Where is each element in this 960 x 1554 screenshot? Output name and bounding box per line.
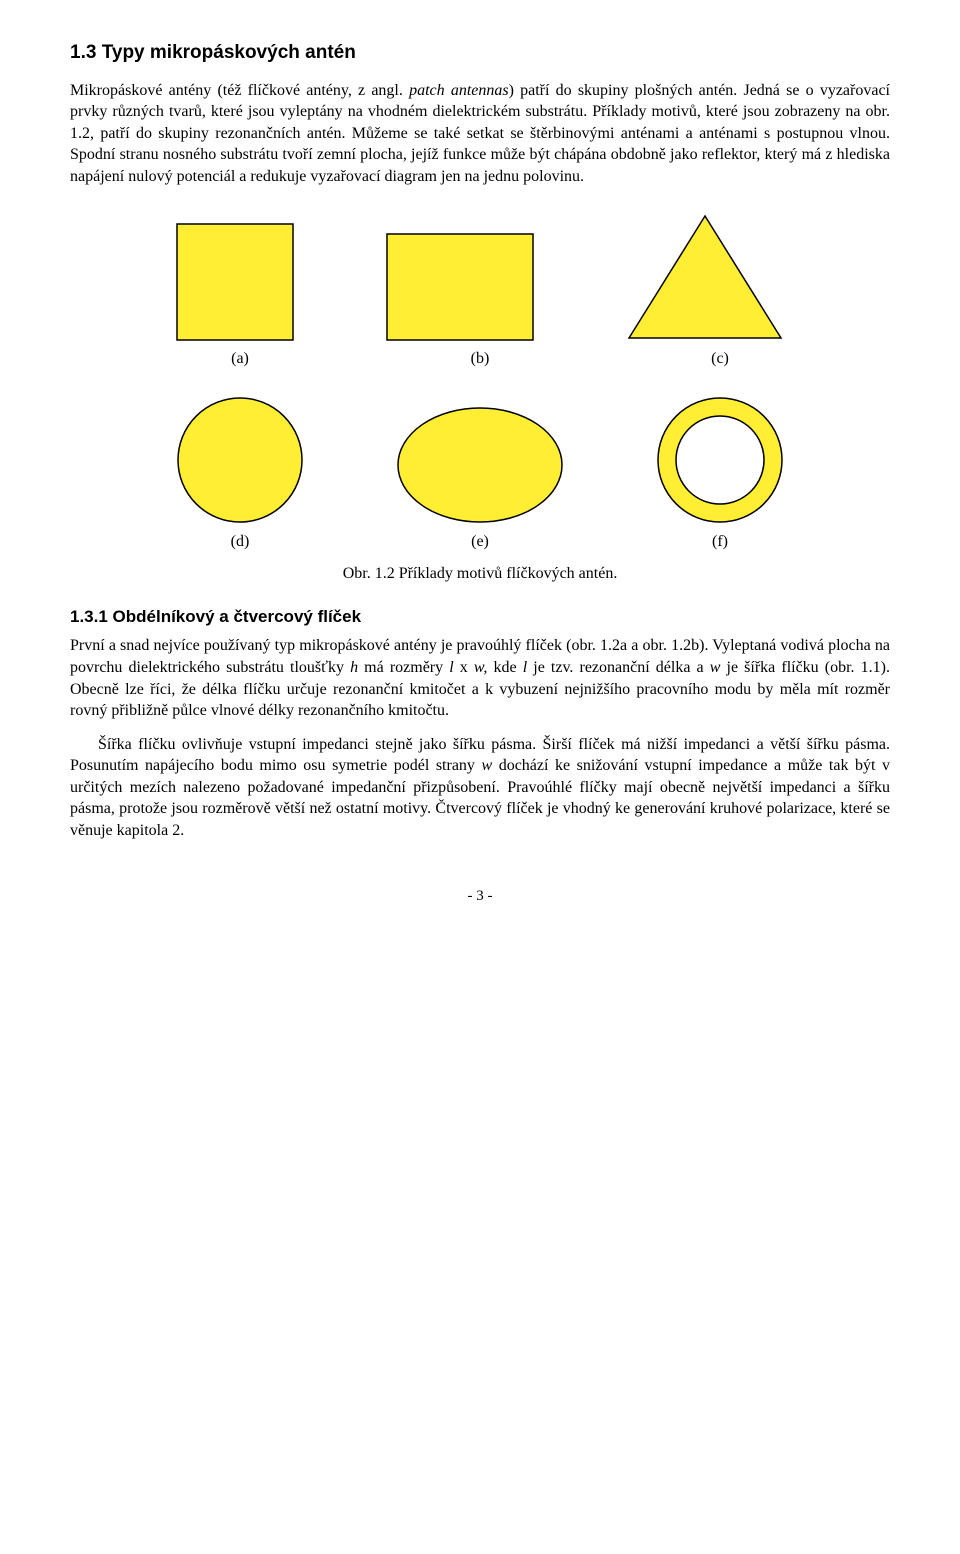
- figure-row-top: [70, 212, 890, 342]
- sp1b: má rozměry: [358, 659, 449, 676]
- section-heading: 1.3 Typy mikropáskových antén: [70, 40, 890, 66]
- label-d: (d): [165, 531, 315, 553]
- figure-1-2: (a) (b) (c) (d) (e) (f) Obr: [70, 212, 890, 585]
- label-b: (b): [405, 348, 555, 370]
- subsection-para-1: První a snad nejvíce používaný typ mikro…: [70, 635, 890, 721]
- label-e: (e): [405, 531, 555, 553]
- shape-b-rectangle: [385, 212, 535, 342]
- label-f: (f): [645, 531, 795, 553]
- shape-d-circle: [175, 395, 305, 525]
- figure-labels-bottom: (d) (e) (f): [70, 531, 890, 553]
- sp1d: je tzv. rezonanční délka a: [527, 659, 710, 676]
- section-para-1: Mikropáskové antény (též flíčkové antény…: [70, 80, 890, 188]
- sp1-w2: w: [710, 659, 721, 676]
- shape-c-triangle: [625, 212, 785, 342]
- shape-e-ellipse: [395, 395, 565, 525]
- sp1c: kde: [487, 659, 522, 676]
- label-c: (c): [645, 348, 795, 370]
- label-a: (a): [165, 348, 315, 370]
- sp1-w: w,: [474, 659, 487, 676]
- figure-labels-top: (a) (b) (c): [70, 348, 890, 370]
- figure-row-bottom: [70, 395, 890, 525]
- subsection-para-2: Šířka flíčku ovlivňuje vstupní impedanci…: [70, 734, 890, 842]
- figure-caption: Obr. 1.2 Příklady motivů flíčkových anté…: [70, 563, 890, 585]
- subsection-heading: 1.3.1 Obdélníkový a čtvercový flíček: [70, 606, 890, 629]
- sp1-h: h: [350, 659, 358, 676]
- para1-italic: patch antennas: [409, 82, 509, 99]
- page-number: - 3 -: [70, 886, 890, 906]
- shape-a-square: [175, 212, 295, 342]
- sp1x: x: [454, 659, 474, 676]
- para1-a: Mikropáskové antény (též flíčkové antény…: [70, 82, 409, 99]
- shape-f-ring: [655, 395, 785, 525]
- sp2-w: w: [481, 757, 492, 774]
